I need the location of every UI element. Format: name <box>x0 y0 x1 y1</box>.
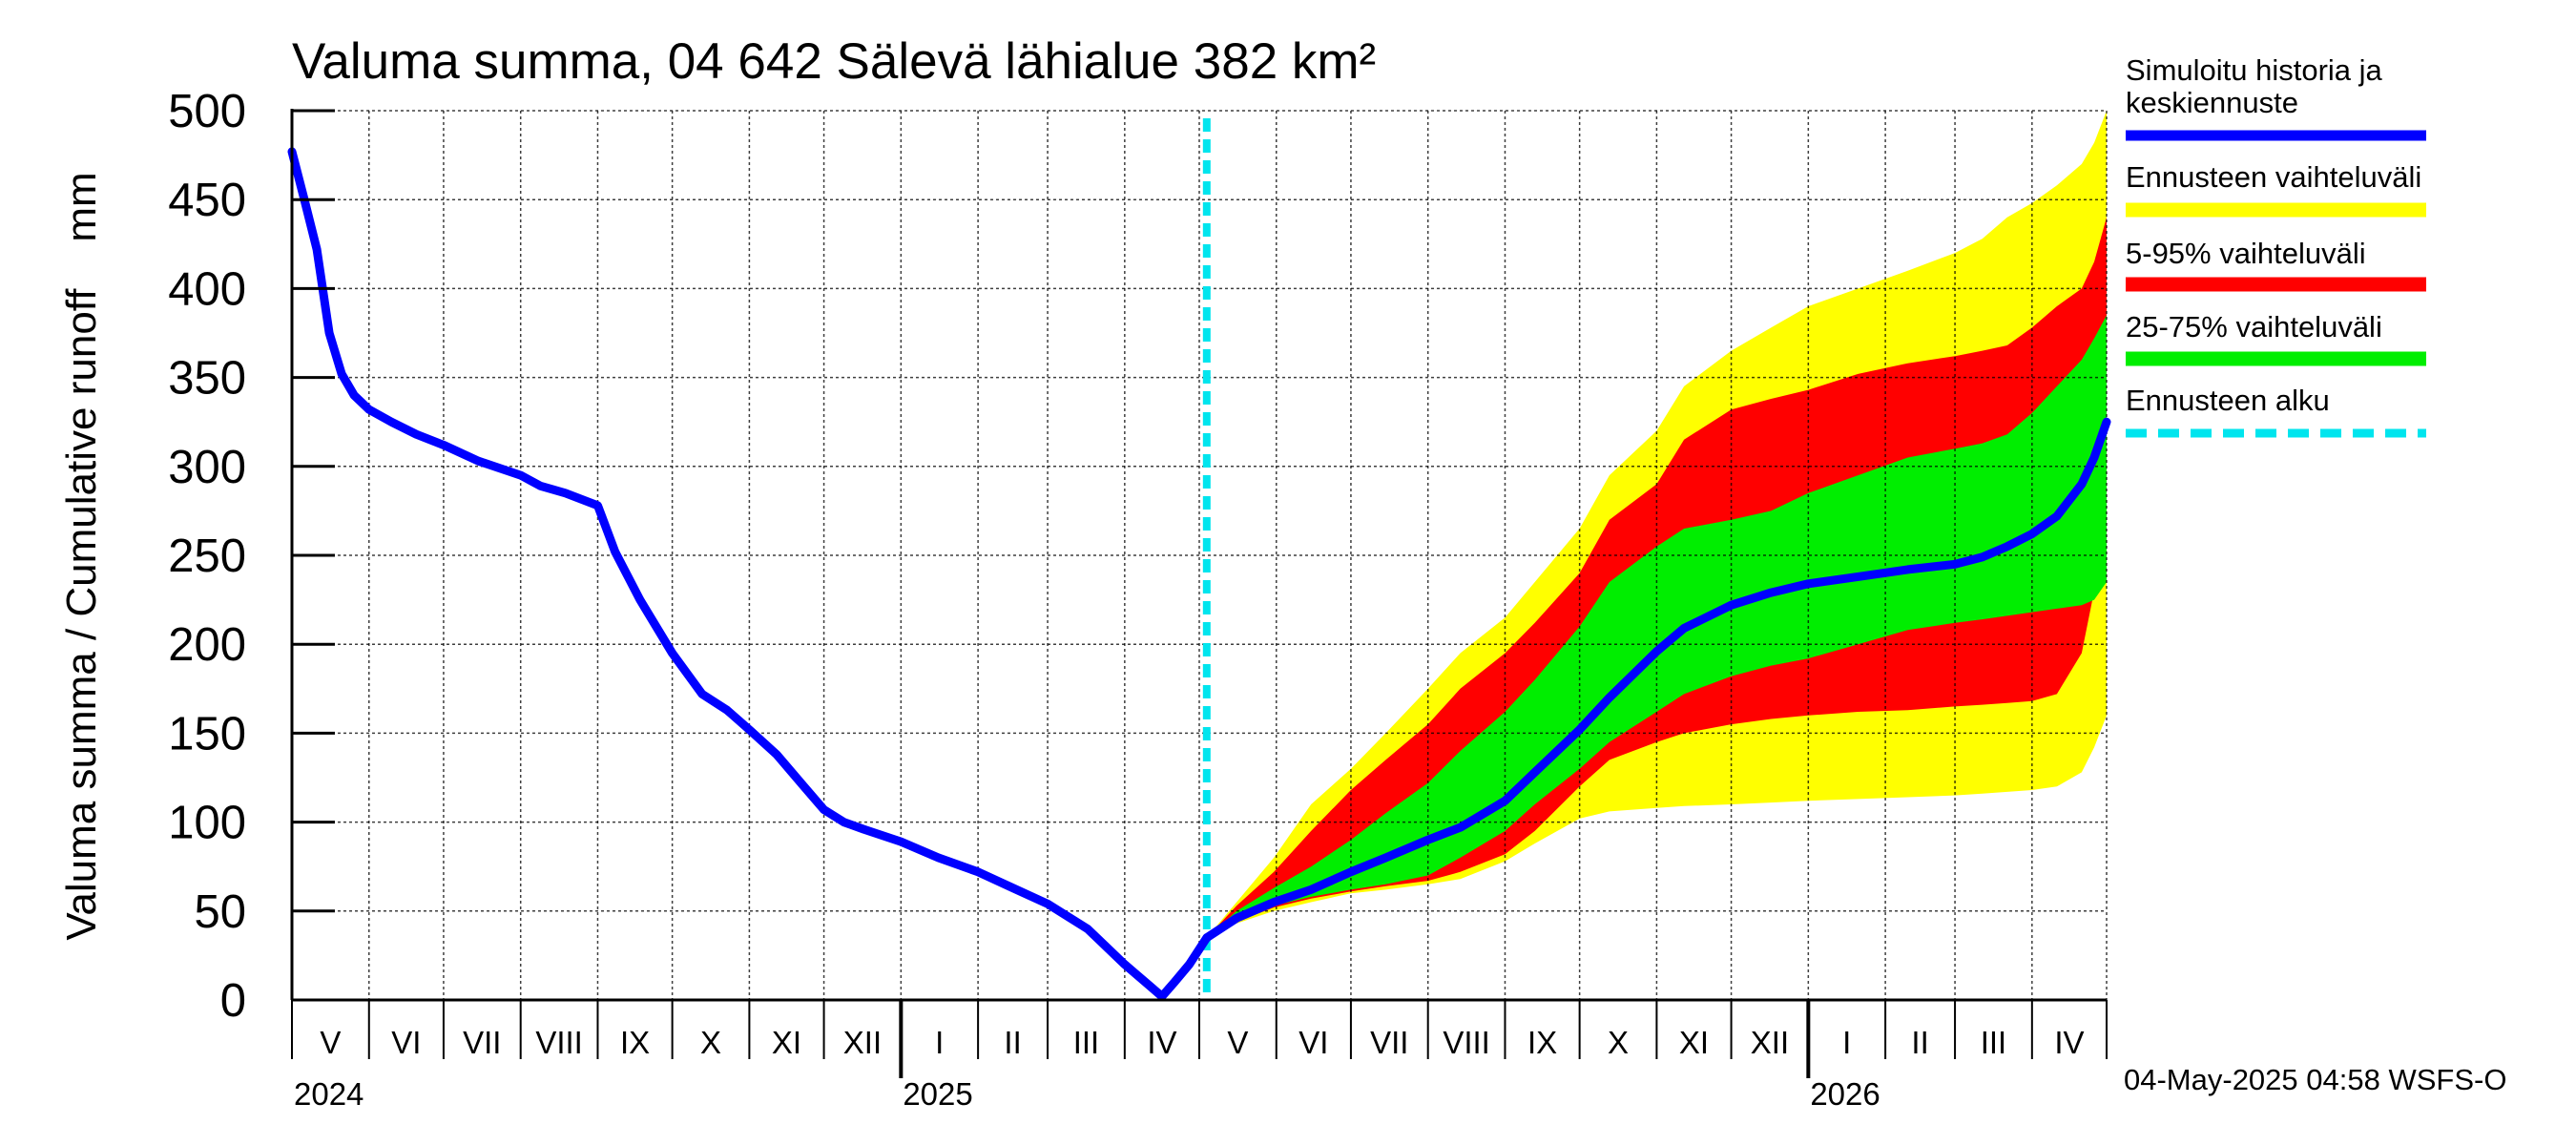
y-tick-label-400: 400 <box>168 263 246 315</box>
legend-green-label: 25-75% vaihteluväli <box>2126 310 2382 344</box>
legend-history-label-line2: keskiennuste <box>2126 86 2298 119</box>
month-label-16: IX <box>1527 1025 1557 1060</box>
month-label-11: IV <box>1147 1025 1176 1060</box>
chart-title: Valuma summa, 04 642 Sälevä lähialue 382… <box>292 33 1376 90</box>
month-label-22: III <box>1981 1025 2007 1060</box>
y-tick-label-150: 150 <box>168 708 246 760</box>
month-label-3: VIII <box>535 1025 583 1060</box>
y-tick-label-300: 300 <box>168 442 246 493</box>
y-tick-labels: 0 50 100 150 200 250 300 350 400 450 500 <box>168 86 246 1027</box>
month-label-18: XI <box>1679 1025 1709 1060</box>
y-tick-label-200: 200 <box>168 619 246 671</box>
month-label-5: X <box>700 1025 721 1060</box>
y-tick-label-350: 350 <box>168 353 246 405</box>
y-axis-label: Valuma summa / Cumulative runoff mm <box>58 172 105 940</box>
month-label-12: V <box>1227 1025 1248 1060</box>
legend-forecast-start-label: Ennusteen alku <box>2126 384 2330 417</box>
legend-yellow-label: Ennusteen vaihteluväli <box>2126 160 2421 194</box>
grid-lines <box>292 110 2108 1000</box>
legend: Simuloitu historia ja keskiennuste Ennus… <box>2126 53 2426 438</box>
year-labels: 2024 2025 2026 <box>294 1076 1880 1112</box>
month-label-19: XII <box>1751 1025 1789 1060</box>
median-forecast-line <box>1202 417 2111 943</box>
y-tick-label-100: 100 <box>168 798 246 849</box>
month-label-8: I <box>935 1025 944 1060</box>
y-tick-label-450: 450 <box>168 175 246 226</box>
legend-red-label: 5-95% vaihteluväli <box>2126 237 2366 270</box>
y-tick-label-500: 500 <box>168 86 246 137</box>
history-series-line <box>287 147 1212 1001</box>
year-label-2: 2026 <box>1810 1076 1880 1112</box>
y-tick-label-0: 0 <box>220 975 246 1027</box>
month-label-21: II <box>1911 1025 1928 1060</box>
month-label-7: XII <box>843 1025 882 1060</box>
month-labels: V VI VII VIII IX X XI XII I II III IV V VI VII VIII IX X X… <box>320 1025 2084 1060</box>
y-tick-label-250: 250 <box>168 531 246 582</box>
month-label-15: VIII <box>1443 1025 1490 1060</box>
axes <box>290 109 2108 1078</box>
month-label-4: IX <box>620 1025 650 1060</box>
month-label-23: IV <box>2054 1025 2084 1060</box>
month-label-6: XI <box>772 1025 801 1060</box>
y-tick-label-50: 50 <box>194 886 246 938</box>
month-label-0: V <box>320 1025 341 1060</box>
month-label-20: I <box>1842 1025 1851 1060</box>
month-label-1: VI <box>391 1025 421 1060</box>
month-label-17: X <box>1608 1025 1629 1060</box>
month-label-2: VII <box>463 1025 501 1060</box>
month-label-9: II <box>1004 1025 1021 1060</box>
month-label-14: VII <box>1370 1025 1408 1060</box>
year-label-1: 2025 <box>903 1076 972 1112</box>
legend-history-label-line1: Simuloitu historia ja <box>2126 53 2383 87</box>
year-label-0: 2024 <box>294 1076 364 1112</box>
month-label-10: III <box>1073 1025 1100 1060</box>
month-label-13: VI <box>1298 1025 1328 1060</box>
footer-timestamp: 04-May-2025 04:58 WSFS-O <box>2124 1063 2506 1096</box>
